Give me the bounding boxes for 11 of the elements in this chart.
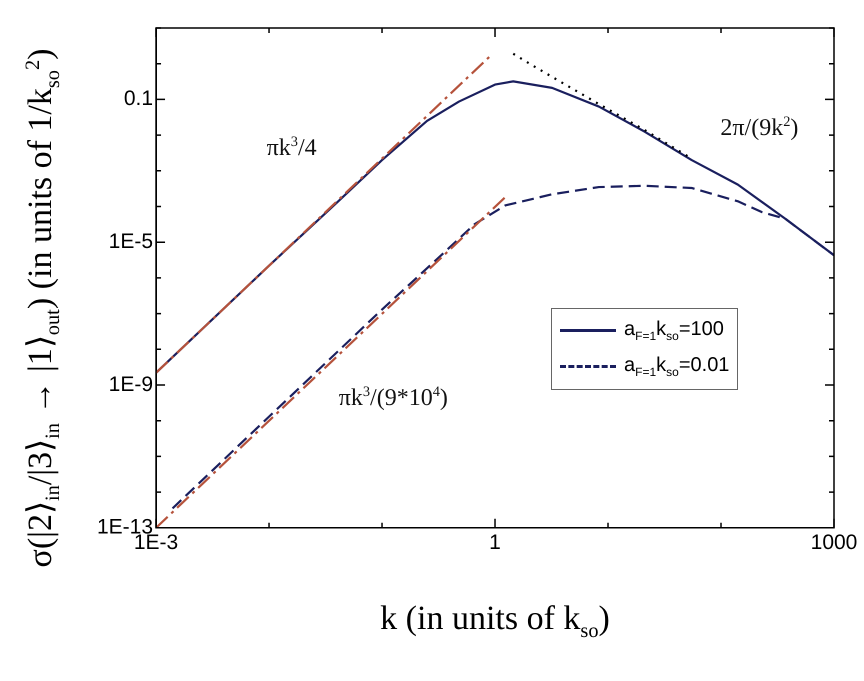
- legend-label: a$_{F=1}$k$_{so}$=100: [624, 318, 724, 344]
- annotation: πk$^{3}$/4: [266, 134, 317, 162]
- x-axis-title: k (in units of k$_{so}$): [380, 600, 610, 643]
- annotation: 2π/(9k$^{2}$): [720, 114, 798, 142]
- x-tick-label: 1: [489, 531, 501, 554]
- y-tick-label: 0.1: [124, 87, 154, 110]
- x-tick-label: 1000: [810, 531, 858, 554]
- annotation: πk$^{3}$/(9*10$^{4}$): [338, 384, 448, 412]
- y-tick-label: 1E-9: [108, 372, 154, 396]
- legend-label: a$_{F=1}$k$_{so}$=0.01: [624, 354, 730, 380]
- y-tick-label: 1E-5: [108, 230, 154, 253]
